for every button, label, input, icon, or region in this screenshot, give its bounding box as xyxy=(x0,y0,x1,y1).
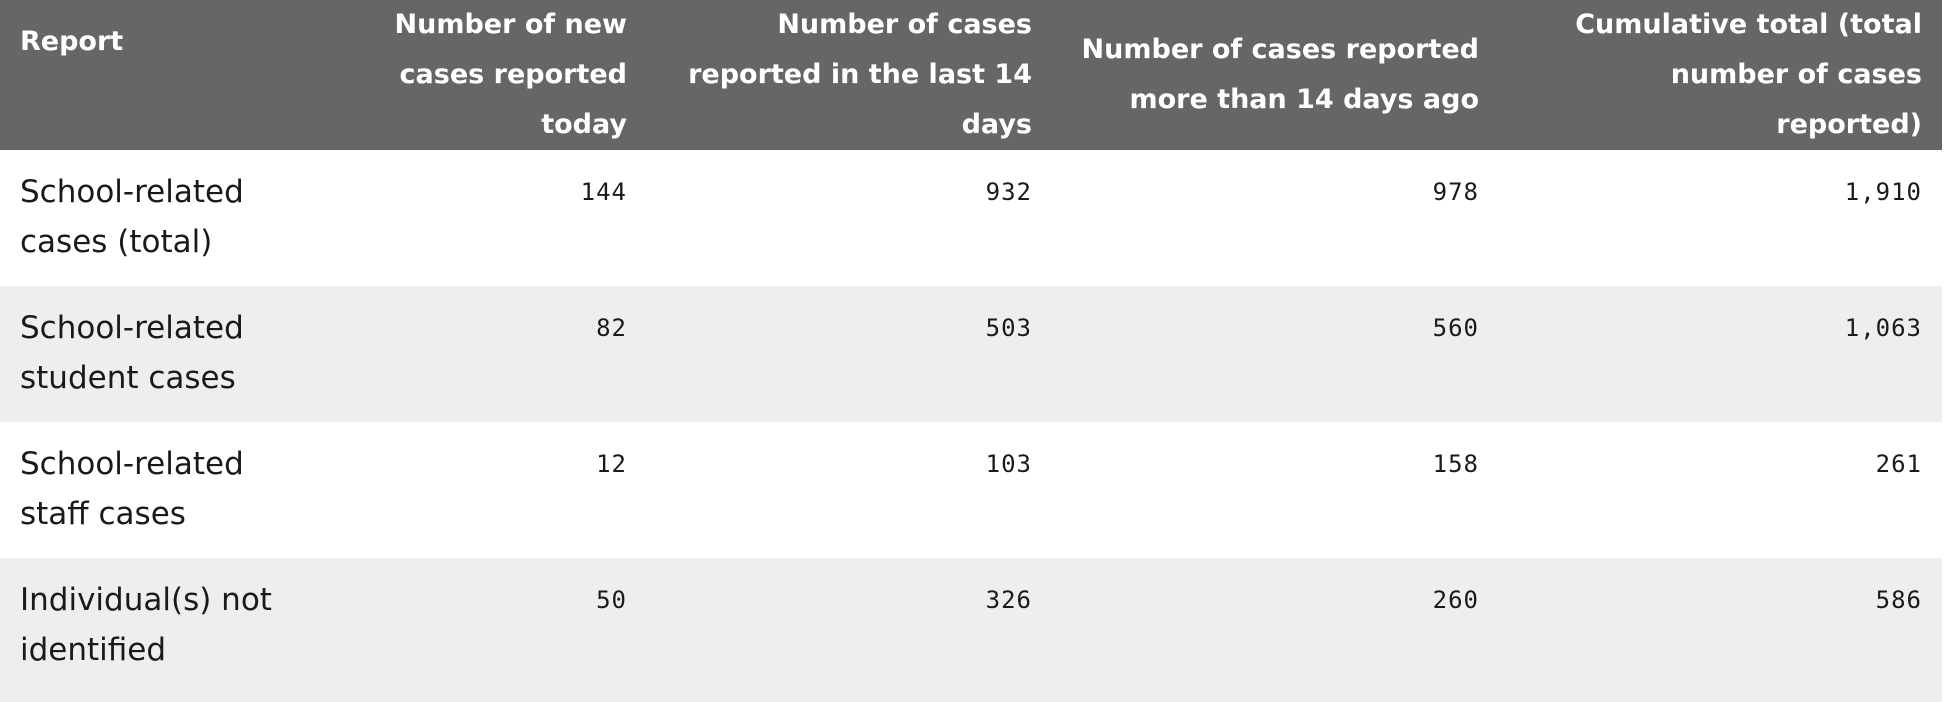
cell-cumulative-total: 1,063 xyxy=(1499,286,1942,422)
cell-last-14-days: 326 xyxy=(647,558,1052,702)
cell-more-than-14-days: 978 xyxy=(1052,150,1499,286)
cell-cumulative-total: 1,910 xyxy=(1499,150,1942,286)
header-more-than-14-days: Number of cases reported more than 14 da… xyxy=(1052,0,1499,150)
cell-new-today: 82 xyxy=(300,286,647,422)
table-row: School-related staff cases 12 103 158 26… xyxy=(0,422,1942,558)
cell-last-14-days: 932 xyxy=(647,150,1052,286)
header-last-14-days: Number of cases reported in the last 14 … xyxy=(647,0,1052,150)
cell-more-than-14-days: 158 xyxy=(1052,422,1499,558)
table-row: School-related student cases 82 503 560 … xyxy=(0,286,1942,422)
table-row: School-related cases (total) 144 932 978… xyxy=(0,150,1942,286)
cell-cumulative-total: 261 xyxy=(1499,422,1942,558)
cell-last-14-days: 503 xyxy=(647,286,1052,422)
header-row: Report Number of new cases reported toda… xyxy=(0,0,1942,150)
header-report: Report xyxy=(0,0,300,150)
row-label: School-related cases (total) xyxy=(0,150,300,286)
cell-more-than-14-days: 560 xyxy=(1052,286,1499,422)
row-label: Individual(s) not identified xyxy=(0,558,300,702)
table-header: Report Number of new cases reported toda… xyxy=(0,0,1942,150)
cell-new-today: 144 xyxy=(300,150,647,286)
cell-new-today: 12 xyxy=(300,422,647,558)
header-cumulative-total: Cumulative total (total number of cases … xyxy=(1499,0,1942,150)
row-label: School-related staff cases xyxy=(0,422,300,558)
cell-cumulative-total: 586 xyxy=(1499,558,1942,702)
cell-new-today: 50 xyxy=(300,558,647,702)
table-row: Individual(s) not identified 50 326 260 … xyxy=(0,558,1942,702)
header-new-today: Number of new cases reported today xyxy=(300,0,647,150)
cell-more-than-14-days: 260 xyxy=(1052,558,1499,702)
cell-last-14-days: 103 xyxy=(647,422,1052,558)
table-body: School-related cases (total) 144 932 978… xyxy=(0,150,1942,702)
row-label: School-related student cases xyxy=(0,286,300,422)
